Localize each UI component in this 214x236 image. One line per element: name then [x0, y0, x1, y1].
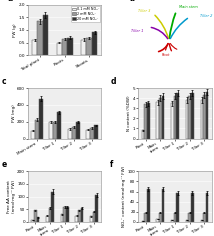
Bar	[162, 96, 164, 139]
Bar	[61, 214, 63, 222]
Bar	[159, 98, 162, 139]
Bar	[39, 99, 43, 139]
Text: Tiller 2: Tiller 2	[200, 14, 213, 18]
Bar	[66, 207, 69, 222]
Bar	[51, 192, 54, 222]
Bar	[81, 40, 86, 55]
Text: f: f	[110, 160, 114, 169]
Bar	[31, 131, 35, 139]
Bar	[35, 120, 39, 139]
Bar	[147, 103, 150, 139]
Bar	[90, 216, 93, 222]
Bar	[171, 220, 174, 222]
Bar	[78, 211, 81, 222]
Bar	[94, 126, 98, 139]
Bar	[174, 96, 176, 139]
Bar	[37, 21, 43, 55]
Bar	[37, 217, 39, 222]
Bar	[189, 213, 191, 222]
Text: d: d	[110, 77, 116, 86]
Bar	[92, 33, 97, 55]
Bar	[147, 189, 150, 222]
Legend: 0.1 mM NO₃⁻, 2 mM NO₃⁻, 20 mM NO₃⁻: 0.1 mM NO₃⁻, 2 mM NO₃⁻, 20 mM NO₃⁻	[71, 6, 100, 22]
Bar	[191, 93, 194, 139]
Bar	[156, 102, 159, 139]
Bar	[203, 95, 206, 139]
Bar	[176, 193, 179, 222]
Bar	[67, 38, 73, 55]
Bar	[95, 195, 98, 222]
Bar	[206, 92, 208, 139]
Bar	[49, 122, 54, 139]
Bar	[90, 128, 94, 139]
Text: e: e	[1, 160, 7, 169]
Bar	[191, 193, 194, 222]
Bar	[63, 207, 66, 222]
Bar	[176, 93, 179, 139]
Bar	[174, 213, 176, 222]
Bar	[201, 100, 203, 139]
Bar	[31, 220, 34, 222]
Bar	[46, 215, 49, 222]
Bar	[72, 127, 76, 139]
Bar	[86, 130, 90, 139]
Y-axis label: NO₃⁻ content (nmol·mg⁻¹ FW): NO₃⁻ content (nmol·mg⁻¹ FW)	[122, 166, 126, 227]
Bar	[86, 38, 92, 55]
Bar	[201, 220, 203, 222]
Bar	[142, 131, 144, 139]
Text: a: a	[7, 0, 12, 3]
Text: c: c	[1, 77, 6, 86]
Bar	[43, 15, 48, 55]
Bar	[34, 211, 37, 222]
Bar	[159, 213, 162, 222]
Text: Root: Root	[162, 53, 170, 57]
Text: Tiller 1: Tiller 1	[131, 29, 143, 33]
Y-axis label: N content (%DW): N content (%DW)	[128, 96, 131, 131]
Text: b: b	[129, 0, 135, 3]
Bar	[144, 213, 147, 222]
Bar	[81, 208, 83, 222]
Bar	[68, 129, 72, 139]
Bar	[186, 220, 189, 222]
Bar	[186, 100, 189, 139]
Bar	[156, 219, 159, 222]
Bar	[75, 215, 78, 222]
Bar	[206, 193, 208, 222]
Y-axis label: FW (g): FW (g)	[13, 23, 17, 37]
Y-axis label: FW (mg): FW (mg)	[12, 104, 16, 122]
Bar	[54, 122, 57, 139]
Y-axis label: Free AA content
(nmol·mg⁻¹ FW): Free AA content (nmol·mg⁻¹ FW)	[7, 180, 16, 213]
Bar	[32, 40, 37, 55]
Bar	[203, 213, 206, 222]
Bar	[144, 104, 147, 139]
Bar	[56, 42, 62, 55]
Text: Main stem: Main stem	[179, 5, 198, 9]
Bar	[142, 221, 144, 222]
Text: Tiller 3: Tiller 3	[138, 9, 150, 13]
Bar	[162, 189, 164, 222]
Bar	[93, 212, 95, 222]
Bar	[171, 103, 174, 139]
Bar	[189, 96, 191, 139]
Bar	[49, 208, 51, 222]
Bar	[76, 122, 80, 139]
Bar	[62, 39, 67, 55]
Bar	[57, 112, 61, 139]
